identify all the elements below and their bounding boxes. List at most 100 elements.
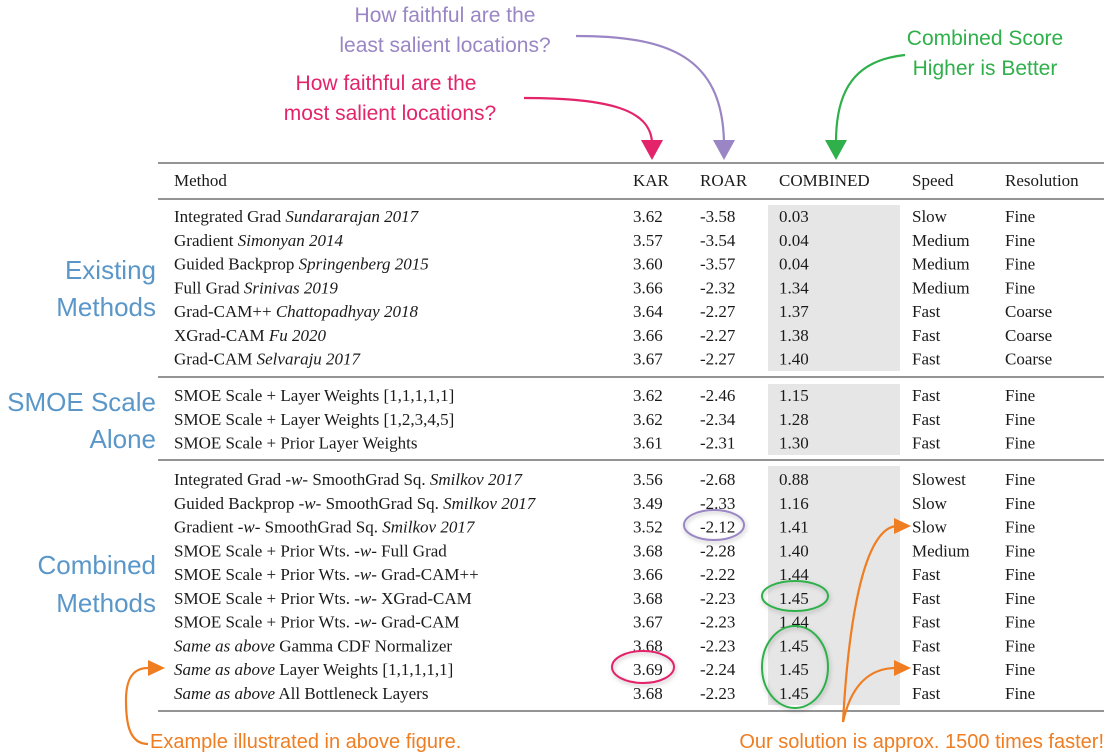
method-text-part: Integrated Grad [174,470,285,489]
table-row: Guided Backprop Springenberg 2015 3.60 -3.… [174,255,1035,274]
combined-cell: 0.04 [779,255,809,274]
method-cell: Integrated Grad Sundararajan 2017 [174,207,420,226]
method-text-part: Gamma CDF Normalizer [275,636,452,655]
roar-cell: -2.12 [700,518,735,537]
method-text-part: Guided Backprop [174,494,299,513]
method-cell: Same as above All Bottleneck Layers [174,684,428,703]
speed-cell: Fast [912,350,941,369]
method-text-part: SmoothGrad Sq. [321,494,443,513]
method-italic-part: Selvaraju 2017 [257,350,362,369]
speed-cell: Fast [912,636,941,655]
header-kar: KAR [633,171,670,190]
kar-cell: 3.68 [633,684,663,703]
kar-cell: 3.64 [633,302,663,321]
roar-cell: -3.54 [700,231,736,250]
resolution-cell: Coarse [1005,350,1052,369]
kar-cell: 3.56 [633,470,663,489]
speed-cell: Fast [912,434,941,453]
kar-arrow [523,96,654,143]
method-italic-part: -w- [354,589,377,608]
roar-cell: -2.46 [700,386,735,405]
example-annotation: Example illustrated in above figure. [124,660,461,753]
header-method: Method [174,171,227,190]
roar-cell: -2.28 [700,541,735,560]
method-cell: SMOE Scale + Layer Weights [1,2,3,4,5] [174,410,454,429]
table-row: SMOE Scale + Prior Wts. -w- Grad-CAM 3.67… [174,613,1035,632]
combined-cell: 1.45 [779,660,809,679]
table-row: SMOE Scale + Layer Weights [1,2,3,4,5] 3.… [174,410,1035,429]
speed-cell: Slowest [912,470,966,489]
combined-cell: 1.16 [779,494,809,513]
roar-cell: -2.34 [700,410,736,429]
group-label-line: Combined [37,550,156,580]
table-row: Integrated Grad Sundararajan 2017 3.62 -3.… [174,207,1035,226]
resolution-cell: Fine [1005,470,1035,489]
method-italic-part: -w- [238,518,261,537]
table-row: SMOE Scale + Prior Layer Weights 3.61 -2.3… [174,434,1035,453]
roar-cell: -2.22 [700,565,735,584]
resolution-cell: Coarse [1005,302,1052,321]
roar-cell: -2.24 [700,660,736,679]
roar-cell: -3.57 [700,255,736,274]
method-cell: Guided Backprop -w- SmoothGrad Sq. Smilk… [174,494,537,513]
method-italic-part: -w- [299,494,322,513]
speed-cell: Medium [912,255,970,274]
method-cell: Gradient Simonyan 2014 [174,231,344,250]
example-arrowhead [148,660,165,676]
kar-cell: 3.61 [633,434,663,453]
method-cell: Same as above Layer Weights [1,1,1,1,1] [174,660,453,679]
kar-annotation: How faithful are the most salient locati… [284,72,663,160]
header-roar: ROAR [700,171,748,190]
combined-cell: 0.88 [779,470,809,489]
method-text-part: SMOE Scale + Layer Weights [1,2,3,4,5] [174,410,454,429]
method-text-part: SMOE Scale + Prior Wts. [174,613,354,632]
roar-arrowhead [713,140,735,160]
method-text-part: Full Grad [174,278,244,297]
resolution-cell: Fine [1005,386,1035,405]
table-row: XGrad-CAM Fu 2020 3.66 -2.27 1.38 Fast Coarse [174,326,1052,345]
method-cell: Grad-CAM++ Chattopadhyay 2018 [174,302,418,321]
roar-cell: -2.23 [700,589,735,608]
combined-cell: 1.44 [779,565,809,584]
table-row: Gradient -w- SmoothGrad Sq. Smilkov 2017… [174,518,1035,537]
table-row: SMOE Scale + Prior Wts. -w- XGrad-CAM 3.6… [174,589,1035,608]
method-cell: Gradient -w- SmoothGrad Sq. Smilkov 2017 [174,518,476,537]
roar-cell: -3.58 [700,207,735,226]
kar-cell: 3.62 [633,386,663,405]
method-text-part: XGrad-CAM [174,326,269,345]
combined-cell: 1.15 [779,386,809,405]
resolution-cell: Fine [1005,255,1035,274]
combined-shade-1 [768,205,900,371]
method-cell: Same as above Gamma CDF Normalizer [174,636,452,655]
method-text-part: SmoothGrad Sq. [308,470,430,489]
method-text-part: Grad-CAM [174,350,257,369]
roar-cell: -2.32 [700,278,735,297]
method-italic-part: -w- [354,541,377,560]
resolution-cell: Fine [1005,434,1035,453]
method-text-part: SmoothGrad Sq. [260,518,382,537]
speed-cell: Medium [912,278,970,297]
combined-cell: 1.34 [779,278,809,297]
combined-annotation: Combined Score Higher is Better [825,27,1063,160]
kar-cell: 3.68 [633,541,663,560]
resolution-cell: Fine [1005,684,1035,703]
table-row: Full Grad Srinivas 2019 3.66 -2.32 1.34 Medi… [174,278,1035,297]
kar-cell: 3.57 [633,231,663,250]
combined-note-line-1: Combined Score [907,27,1063,50]
method-cell: Grad-CAM Selvaraju 2017 [174,350,362,369]
method-italic-part: -w- [285,470,308,489]
method-text-part: XGrad-CAM [377,589,472,608]
method-italic-part: Smilkov 2017 [382,518,476,537]
method-italic-part: Sundararajan 2017 [285,207,419,226]
example-note: Example illustrated in above figure. [150,731,461,753]
method-cell: Integrated Grad -w- SmoothGrad Sq. Smilk… [174,470,523,489]
speed-cell: Fast [912,613,941,632]
kar-cell: 3.49 [633,494,663,513]
roar-highlight-ellipse [683,509,745,541]
method-text-part: Grad-CAM++ [377,565,479,584]
method-text-part: Integrated Grad [174,207,285,226]
method-italic-part: -w- [354,565,377,584]
resolution-cell: Fine [1005,278,1035,297]
table-row: Integrated Grad -w- SmoothGrad Sq. Smilk… [174,470,1035,489]
